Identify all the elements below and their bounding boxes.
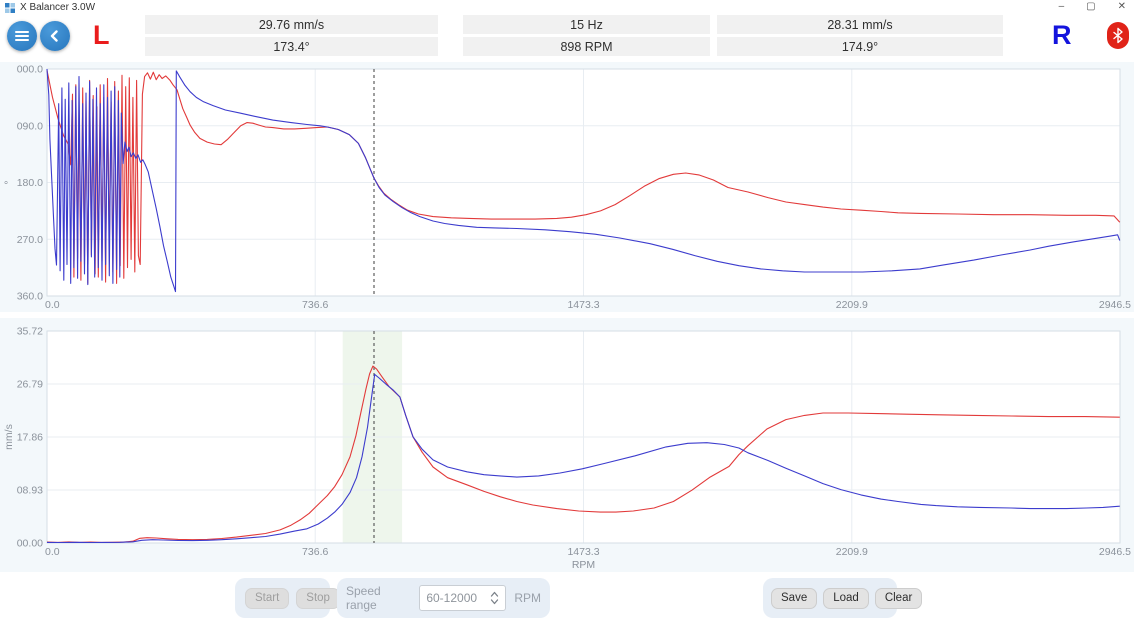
save-button[interactable]: Save xyxy=(771,587,818,609)
svg-text:RPM: RPM xyxy=(572,559,595,571)
svg-text:2946.5: 2946.5 xyxy=(1099,546,1131,558)
frequency-reading: 15 Hz xyxy=(463,15,710,34)
svg-text:1473.3: 1473.3 xyxy=(567,546,599,558)
left-phase-reading: 173.4° xyxy=(145,37,438,56)
minimize-button[interactable]: – xyxy=(1058,1,1065,12)
left-velocity-reading: 29.76 mm/s xyxy=(145,15,438,34)
left-channel-label: L xyxy=(93,20,110,50)
right-channel-label: R xyxy=(1052,20,1072,50)
file-controls-group: Save Load Clear xyxy=(763,578,923,618)
clear-button[interactable]: Clear xyxy=(874,587,923,609)
rpm-unit-label: RPM xyxy=(514,591,541,605)
svg-text:736.6: 736.6 xyxy=(302,299,328,311)
svg-text:08.93: 08.93 xyxy=(17,485,43,497)
svg-text:1473.3: 1473.3 xyxy=(567,299,599,311)
chevron-left-icon xyxy=(50,30,58,42)
right-phase-reading: 174.9° xyxy=(717,37,1003,56)
start-button[interactable]: Start xyxy=(245,587,290,609)
back-button[interactable] xyxy=(40,21,70,51)
svg-text:2209.9: 2209.9 xyxy=(836,299,868,311)
speed-range-label: Speed range xyxy=(346,584,381,612)
svg-text:2946.5: 2946.5 xyxy=(1099,299,1131,311)
run-controls-group: Start Stop xyxy=(235,578,340,618)
speed-range-input[interactable]: 60-12000 xyxy=(419,585,507,611)
svg-text:00.00: 00.00 xyxy=(17,538,43,550)
svg-text:mm/s: mm/s xyxy=(3,424,15,450)
stop-button[interactable]: Stop xyxy=(296,587,340,609)
hamburger-icon xyxy=(15,29,29,43)
velocity-chart: 0.0 736.6 1473.3 2209.9 2946.5 00.00 08.93 17.8… xyxy=(0,318,1134,572)
rpm-reading: 898 RPM xyxy=(463,37,710,56)
svg-text:2209.9: 2209.9 xyxy=(836,546,868,558)
svg-text:736.6: 736.6 xyxy=(302,546,328,558)
spinner-arrows-icon[interactable] xyxy=(490,591,505,605)
left-readings-box: 29.76 mm/s 173.4° xyxy=(145,15,438,56)
svg-text:35.72: 35.72 xyxy=(17,326,43,338)
right-readings-box: 28.31 mm/s 174.9° xyxy=(717,15,1003,56)
svg-text:0.0: 0.0 xyxy=(45,299,60,311)
app-icon xyxy=(5,3,15,13)
center-readings-box: 15 Hz 898 RPM xyxy=(463,15,710,56)
svg-text:090.0: 090.0 xyxy=(17,120,43,132)
svg-text:360.0: 360.0 xyxy=(17,291,43,303)
speed-range-value[interactable]: 60-12000 xyxy=(426,591,478,605)
svg-text:26.79: 26.79 xyxy=(17,379,43,391)
svg-text:°: ° xyxy=(3,180,15,184)
menu-button[interactable] xyxy=(7,21,37,51)
speed-range-group: Speed range 60-12000 RPM xyxy=(337,578,550,618)
svg-text:000.0: 000.0 xyxy=(17,64,43,76)
load-button[interactable]: Load xyxy=(823,587,869,609)
close-button[interactable]: ✕ xyxy=(1117,1,1126,12)
svg-text:180.0: 180.0 xyxy=(17,177,43,189)
svg-text:17.86: 17.86 xyxy=(17,432,43,444)
window-title: X Balancer 3.0W xyxy=(20,2,96,13)
phase-chart: 0.0 736.6 1473.3 2209.9 2946.5 000.0 090.0 180.… xyxy=(0,62,1134,312)
svg-text:0.0: 0.0 xyxy=(45,546,60,558)
title-bar: X Balancer 3.0W – ▢ ✕ xyxy=(0,0,1134,16)
bluetooth-icon[interactable] xyxy=(1107,22,1129,49)
right-velocity-reading: 28.31 mm/s xyxy=(717,15,1003,34)
maximize-button[interactable]: ▢ xyxy=(1086,1,1096,12)
svg-text:270.0: 270.0 xyxy=(17,234,43,246)
